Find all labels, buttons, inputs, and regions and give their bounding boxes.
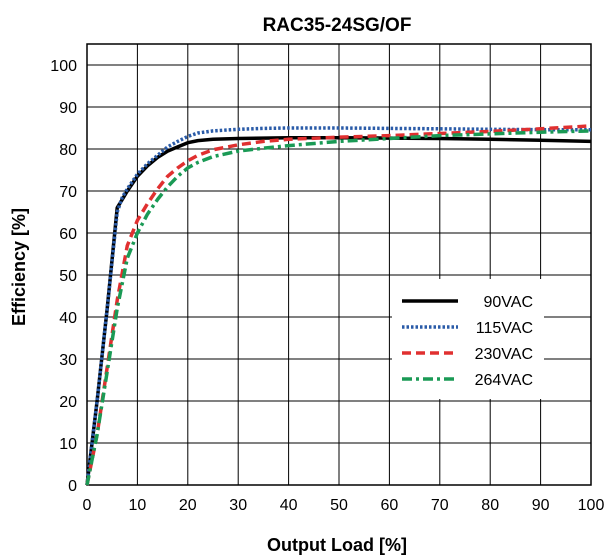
- x-tick-label: 20: [179, 497, 197, 514]
- x-tick-label: 100: [578, 497, 605, 514]
- y-tick-label: 50: [59, 268, 77, 285]
- x-tick-label: 30: [229, 497, 247, 514]
- x-tick-label: 0: [83, 497, 92, 514]
- y-tick-label: 20: [59, 394, 77, 411]
- x-tick-label: 60: [381, 497, 399, 514]
- legend: 90VAC 115VAC 230VAC 264VAC: [392, 279, 544, 399]
- legend-label: 115VAC: [476, 320, 533, 337]
- y-tick-label: 10: [59, 436, 77, 453]
- legend-label: 90VAC: [483, 294, 533, 311]
- x-tick-label: 80: [481, 497, 499, 514]
- x-tick-label: 40: [280, 497, 298, 514]
- y-tick-label: 90: [59, 100, 77, 117]
- x-tick-label: 50: [330, 497, 348, 514]
- x-tick-label: 10: [129, 497, 147, 514]
- series-layer: [85, 124, 592, 486]
- plot-frame: [86, 43, 592, 486]
- y-tick-label: 70: [59, 184, 77, 201]
- series-line-264vac: [85, 129, 592, 486]
- y-tick-label: 30: [59, 352, 77, 369]
- x-tick-label: 70: [431, 497, 449, 514]
- grid: [86, 43, 592, 486]
- series-line-230vac: [85, 124, 592, 486]
- y-axis-label: Efficiency [%]: [9, 208, 29, 326]
- y-tick-label: 60: [59, 226, 77, 243]
- chart-title: RAC35-24SG/OF: [263, 15, 412, 36]
- tick-labels: 0 10 20 30 40 50 60 70 80 90 100 0 10 20 30 40 50 60 70 80 9…: [50, 58, 604, 514]
- y-tick-label: 0: [68, 478, 77, 495]
- x-tick-label: 90: [532, 497, 550, 514]
- y-tick-label: 80: [59, 142, 77, 159]
- series-line-115vac: [85, 126, 591, 486]
- y-tick-label: 40: [59, 310, 77, 327]
- legend-label: 264VAC: [475, 372, 533, 389]
- y-tick-label: 100: [50, 58, 77, 75]
- legend-label: 230VAC: [475, 346, 533, 363]
- x-axis-label: Output Load [%]: [267, 535, 407, 555]
